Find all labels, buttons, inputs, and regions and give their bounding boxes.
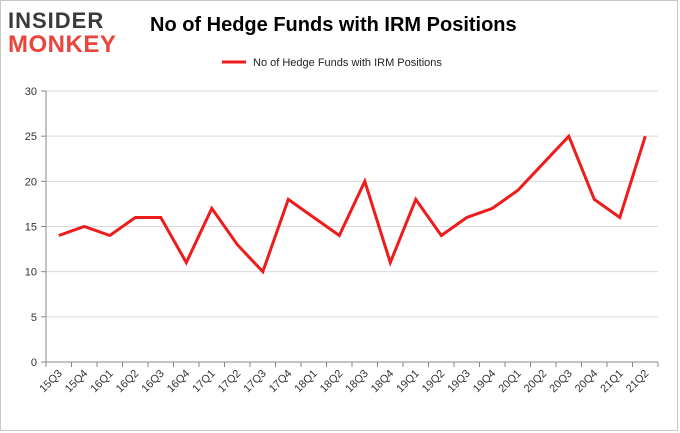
x-tick-label: 16Q1 <box>88 368 116 396</box>
y-tick-label: 5 <box>31 312 37 324</box>
y-tick-label: 0 <box>31 357 37 369</box>
x-tick-label: 20Q4 <box>573 368 601 396</box>
logo-line-1: INSIDER <box>8 8 105 33</box>
insider-monkey-logo: INSIDER MONKEY <box>8 8 128 58</box>
x-tick-label: 16Q4 <box>165 368 193 396</box>
axes <box>41 90 659 367</box>
legend-label: No of Hedge Funds with IRM Positions <box>253 57 442 69</box>
logo-line-2: MONKEY <box>8 31 117 58</box>
chart-title: No of Hedge Funds with IRM Positions <box>150 14 517 36</box>
x-tick-label: 19Q4 <box>471 368 499 396</box>
x-tick-label: 19Q1 <box>394 368 422 396</box>
y-tick-label: 20 <box>25 176 37 188</box>
x-tick-label: 21Q2 <box>624 368 652 396</box>
series-group <box>58 133 647 275</box>
x-tick-label: 20Q2 <box>522 368 550 396</box>
x-tick-label: 19Q3 <box>445 368 473 396</box>
x-tick-label: 15Q4 <box>63 368 91 396</box>
x-tick-label: 17Q3 <box>241 368 269 396</box>
y-tick-label: 30 <box>25 86 37 98</box>
gridlines <box>46 90 658 363</box>
x-tick-label: 18Q4 <box>369 368 397 396</box>
x-tick-label: 18Q1 <box>292 368 320 396</box>
y-tick-label: 10 <box>25 267 37 279</box>
x-tick-label: 17Q4 <box>267 368 295 396</box>
x-tick-label: 16Q2 <box>114 368 142 396</box>
y-tick-labels: 0 5 10 15 20 25 30 <box>25 86 37 369</box>
x-tick-label: 17Q2 <box>216 368 244 396</box>
series-line <box>58 133 647 275</box>
y-tick-label: 15 <box>25 222 37 234</box>
x-tick-label: 20Q3 <box>547 368 575 396</box>
x-tick-label: 21Q1 <box>598 368 626 396</box>
x-tick-label: 20Q1 <box>496 368 524 396</box>
x-tick-labels: 15Q315Q416Q116Q216Q316Q417Q117Q217Q317Q4… <box>37 368 651 396</box>
x-tick-label: 19Q2 <box>420 368 448 396</box>
x-tick-label: 18Q3 <box>343 368 371 396</box>
x-tick-label: 16Q3 <box>139 368 167 396</box>
y-tick-label: 25 <box>25 131 37 143</box>
legend: No of Hedge Funds with IRM Positions <box>222 57 442 69</box>
x-tick-label: 17Q1 <box>190 368 218 396</box>
x-tick-label: 15Q3 <box>37 368 65 396</box>
x-tick-label: 18Q2 <box>318 368 346 396</box>
